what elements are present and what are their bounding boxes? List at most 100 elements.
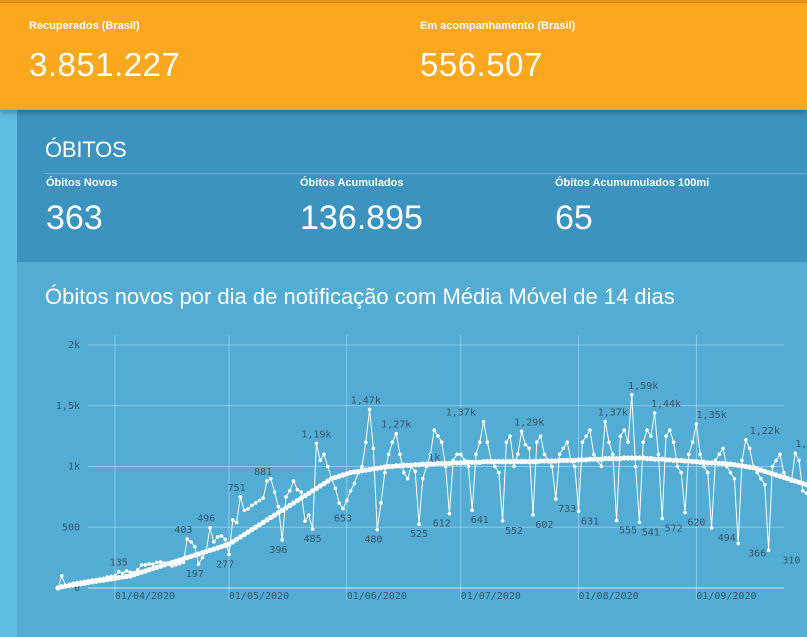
daily-deaths-point — [299, 490, 304, 494]
daily-deaths-point — [303, 519, 307, 523]
moving-average-point — [424, 461, 430, 467]
data-label: 1,29k — [514, 417, 544, 428]
daily-deaths-point — [649, 434, 653, 438]
moving-average-point — [234, 536, 240, 543]
daily-deaths-point — [580, 440, 585, 445]
moving-average-point — [549, 458, 555, 464]
moving-average-point — [226, 541, 232, 547]
moving-average-point — [481, 459, 487, 465]
data-label: 496 — [197, 514, 215, 525]
daily-deaths-point — [124, 569, 129, 573]
moving-average-point — [443, 460, 449, 467]
moving-average-point — [279, 507, 285, 513]
data-label: 310 — [782, 555, 800, 566]
moving-average-point — [321, 480, 327, 487]
moving-average-point — [541, 458, 548, 464]
moving-average-point — [401, 462, 407, 468]
moving-average-point — [633, 455, 639, 461]
data-label: 653 — [334, 514, 352, 525]
data-label: 525 — [410, 529, 428, 540]
moving-average-point — [614, 456, 620, 462]
moving-average-point — [690, 459, 696, 465]
data-label: 1,37k — [598, 408, 628, 419]
daily-deaths-point — [261, 496, 266, 500]
moving-average-point — [579, 457, 586, 463]
daily-deaths-point — [641, 440, 645, 445]
moving-average-point — [519, 459, 525, 465]
daily-deaths-point — [269, 476, 273, 481]
moving-average-point — [393, 463, 399, 469]
moving-average-point — [716, 460, 722, 467]
daily-deaths-point — [584, 434, 588, 438]
daily-deaths-point — [177, 561, 182, 566]
moving-average-point — [652, 456, 658, 462]
daily-deaths-point — [253, 501, 258, 505]
data-label: 555 — [619, 526, 637, 537]
moving-average-point — [325, 478, 331, 484]
daily-deaths-point — [493, 464, 497, 469]
daily-deaths-point — [485, 440, 490, 445]
daily-deaths-point — [459, 452, 463, 457]
data-label: 1,22k — [750, 426, 780, 437]
data-label: 751 — [228, 483, 246, 494]
daily-deaths-point — [652, 411, 657, 415]
recuperados-stat: Recuperados (Brasil) 3.851.227 — [29, 20, 180, 84]
daily-deaths-point — [291, 479, 296, 483]
daily-deaths-point — [565, 440, 569, 445]
daily-deaths-point — [398, 452, 402, 457]
daily-deaths-point — [759, 476, 763, 481]
moving-average-point — [496, 459, 502, 465]
daily-deaths-point — [318, 458, 323, 463]
daily-deaths-point — [706, 470, 710, 475]
daily-deaths-point — [455, 452, 459, 457]
obitos-100mi-label: Óbitos Acumumulados 100mi — [555, 177, 710, 189]
data-label: 1,37k — [446, 408, 476, 419]
moving-average-point — [724, 461, 730, 467]
moving-average-point — [503, 459, 509, 465]
data-label: 1,44k — [651, 399, 681, 410]
daily-deaths-point — [763, 482, 767, 487]
daily-deaths-point — [234, 520, 239, 525]
acompanhamento-stat: Em acompanhamento (Brasil) 556.507 — [420, 20, 575, 84]
daily-deaths-point — [174, 563, 178, 567]
daily-deaths-point — [379, 501, 383, 505]
daily-deaths-point — [531, 513, 535, 517]
daily-deaths-point — [120, 571, 125, 576]
daily-deaths-point — [417, 522, 421, 527]
data-label: 1,35k — [697, 410, 727, 421]
daily-deaths-point — [675, 464, 680, 469]
daily-deaths-point — [246, 507, 250, 511]
daily-deaths-point — [189, 540, 193, 544]
moving-average-point — [804, 482, 807, 488]
data-label: 641 — [471, 515, 489, 526]
moving-average-point — [260, 519, 266, 525]
moving-average-point — [560, 457, 567, 464]
moving-average-point — [545, 458, 551, 464]
daily-deaths-point — [117, 569, 121, 574]
daily-deaths-point — [793, 451, 797, 455]
moving-average-point — [697, 459, 703, 465]
daily-deaths-point — [516, 452, 520, 457]
y-tick-label: 0 — [74, 583, 80, 594]
x-tick-label: 01/09/2020 — [696, 591, 756, 602]
daily-deaths-point — [519, 429, 524, 434]
daily-deaths-point — [314, 441, 319, 446]
moving-average-point — [484, 459, 490, 465]
moving-average-point — [568, 457, 574, 464]
obitos-panel: ÓBITOS Óbitos Novos 363 Óbitos Acumulado… — [17, 110, 807, 262]
daily-deaths-point — [766, 548, 771, 553]
daily-deaths-point — [193, 544, 197, 549]
daily-deaths-point — [223, 537, 227, 542]
daily-deaths-point — [679, 470, 683, 475]
moving-average-point — [674, 457, 681, 464]
daily-deaths-point — [440, 440, 444, 445]
daily-deaths-point — [535, 440, 539, 445]
moving-average-point — [515, 459, 521, 465]
data-label: 572 — [665, 524, 683, 535]
moving-average-point — [492, 459, 498, 465]
daily-deaths-point — [238, 494, 243, 499]
moving-average-point — [272, 512, 278, 518]
moving-average-point — [291, 500, 297, 506]
daily-deaths-point — [276, 504, 281, 509]
chart-labels: 135 403 197 496 277 751 881 396 485 1,19k 653 1,47k… — [110, 381, 807, 580]
